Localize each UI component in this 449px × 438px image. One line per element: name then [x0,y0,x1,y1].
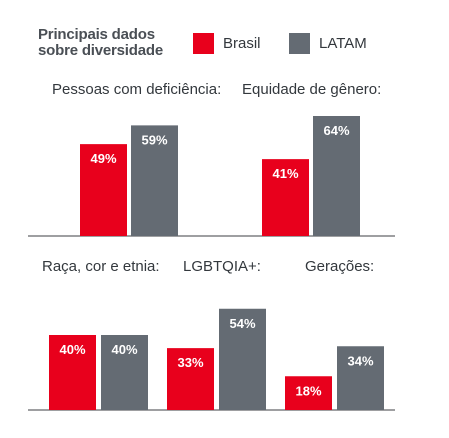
bar-label-pcd-brasil: 49% [90,151,116,166]
legend-swatch-brasil [193,33,214,54]
legend-item-latam: LATAM [289,33,367,54]
bar-pcd-latam [131,125,178,236]
bar-label-geracoes-latam: 34% [347,353,373,368]
panel-label-pcd: Pessoas com deficiência: [52,81,222,98]
bar-geracoes-brasil [285,376,332,410]
panel-label-raca: Raça, cor e etnia: [42,258,160,275]
title-line-2: sobre diversidade [38,42,163,59]
bar-lgbtqia-brasil [167,348,214,410]
bar-genero-latam [313,116,360,236]
bar-label-lgbtqia-brasil: 33% [177,355,203,370]
bar-geracoes-latam [337,346,384,410]
bar-label-pcd-latam: 59% [141,132,167,147]
bar-lgbtqia-latam [219,308,266,410]
bar-label-geracoes-brasil: 18% [295,383,321,398]
bar-raca-brasil [49,335,96,410]
bar-label-lgbtqia-latam: 54% [229,316,255,331]
title-line-1: Principais dados [38,26,155,43]
legend-item-brasil: Brasil [193,33,261,54]
chart-title: Principais dados sobre diversidade [38,27,163,59]
bar-label-raca-latam: 40% [111,342,137,357]
legend-swatch-latam [289,33,310,54]
legend-label-brasil: Brasil [223,35,261,52]
panel-label-genero: Equidade de gênero: [242,81,382,98]
panel-label-lgbtqia: LGBTQIA+: [183,258,261,275]
legend-label-latam: LATAM [319,35,367,52]
panel-label-geracoes: Gerações: [305,258,375,275]
bar-label-raca-brasil: 40% [59,342,85,357]
bar-label-genero-brasil: 41% [272,166,298,181]
bar-genero-brasil [262,159,309,236]
bar-raca-latam [101,335,148,410]
bar-label-genero-latam: 64% [323,123,349,138]
bar-pcd-brasil [80,144,127,236]
